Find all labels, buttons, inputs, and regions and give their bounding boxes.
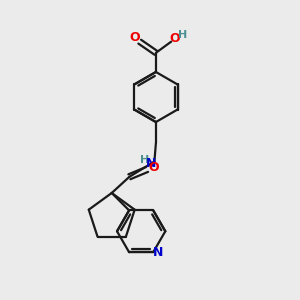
Text: O: O xyxy=(130,31,140,44)
Text: N: N xyxy=(153,246,164,259)
Text: N: N xyxy=(146,157,156,170)
Text: O: O xyxy=(170,32,180,45)
Text: H: H xyxy=(140,155,150,165)
Text: O: O xyxy=(148,161,159,174)
Text: H: H xyxy=(178,30,187,40)
